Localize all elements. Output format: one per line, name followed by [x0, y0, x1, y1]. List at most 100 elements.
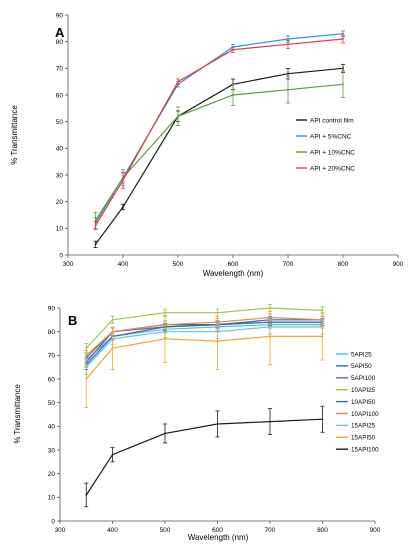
y-axis-title: % Transmittance [10, 105, 19, 165]
y-tick-label: 50 [56, 119, 64, 126]
series-line [94, 83, 344, 221]
data-point [164, 432, 166, 435]
data-point [287, 43, 289, 46]
legend-label: API + 20%CNC [310, 165, 355, 172]
legend-label: 15API50 [351, 435, 376, 442]
y-tick-label: 20 [56, 199, 64, 206]
legend-label: 5API25 [351, 351, 372, 358]
x-tick-label: 600 [212, 527, 223, 534]
panel-label: A [55, 25, 65, 40]
y-tick-label: 70 [48, 353, 56, 360]
data-point [342, 83, 344, 86]
panel-label: B [68, 313, 77, 328]
y-tick-label: 0 [59, 252, 63, 259]
series-line [85, 335, 323, 380]
data-point [122, 206, 124, 208]
data-point [177, 115, 179, 118]
y-tick-label: 10 [56, 226, 64, 233]
data-point [287, 72, 289, 75]
data-point [85, 378, 88, 380]
x-tick-label: 500 [173, 261, 184, 268]
series-5api50 [84, 315, 325, 368]
x-tick-label: 800 [338, 261, 349, 268]
legend-label: 15API100 [351, 447, 379, 454]
legend-label: 5API50 [351, 363, 372, 370]
series-line [85, 418, 323, 496]
data-point [216, 423, 219, 425]
chart-panel-a: 300 400 500 600 700 800 900 0 10 20 30 40 50 60 70 80 90… [10, 12, 404, 278]
series-15api100 [84, 405, 325, 508]
data-point [269, 420, 271, 423]
legend-label: API + 5%CNC [310, 133, 352, 140]
data-point [111, 347, 114, 350]
y-tick-label: 60 [56, 92, 64, 99]
series-10api25 [84, 304, 325, 354]
x-tick-label: 900 [370, 527, 381, 534]
chart-panel-b: 300 400 500 600 700 800 900 0 10 20 30 40 50 60 70 80 90… [13, 304, 381, 542]
y-tick-label: 10 [48, 495, 56, 502]
data-point [342, 67, 344, 70]
y-axis-title: % Transmittance [13, 384, 22, 444]
legend-label: API + 10%CNC [310, 149, 355, 156]
y-tick-label: 20 [48, 471, 56, 478]
data-point [287, 88, 289, 91]
series-10api50 [84, 318, 325, 370]
x-tick-label: 800 [317, 527, 328, 534]
y-tick-label: 70 [56, 66, 64, 73]
legend-label: API control film [310, 117, 354, 124]
data-point [287, 38, 289, 40]
y-tick-label: 60 [48, 376, 56, 383]
series-api-5-cnc [93, 30, 345, 229]
series-line [85, 316, 323, 356]
x-axis-title: Wavelength (nm) [188, 533, 249, 542]
series-line [85, 321, 323, 366]
data-point [122, 179, 124, 182]
data-point [321, 335, 324, 338]
series-line [94, 38, 344, 227]
x-tick-label: 400 [107, 527, 118, 534]
legend-label: 10API100 [351, 411, 379, 418]
data-point [321, 418, 324, 421]
data-point [232, 94, 234, 96]
series-5api25 [84, 320, 325, 366]
legend-label: 10API50 [351, 399, 376, 406]
data-point [85, 494, 88, 496]
data-point [342, 38, 344, 40]
data-point [342, 32, 344, 35]
y-tick-label: 30 [48, 447, 56, 454]
series-api-10-cnc [93, 70, 345, 229]
data-point [94, 224, 97, 227]
data-point [232, 48, 234, 51]
y-tick-label: 90 [48, 305, 56, 312]
data-point [111, 318, 114, 321]
y-tick-label: 90 [56, 12, 64, 19]
y-tick-label: 80 [48, 329, 56, 336]
data-point [269, 335, 271, 338]
x-tick-label: 700 [265, 527, 276, 534]
data-point [164, 311, 166, 314]
y-tick-label: 30 [56, 172, 64, 179]
legend-label: 10API25 [351, 387, 376, 394]
data-point [177, 80, 179, 83]
y-tick-label: 40 [48, 424, 56, 431]
data-point [94, 219, 97, 222]
data-point [85, 347, 88, 350]
legend-label: 5API100 [351, 375, 376, 382]
series-line [85, 326, 323, 368]
x-tick-label: 700 [283, 261, 294, 268]
y-tick-label: 40 [56, 146, 64, 153]
data-point [216, 340, 219, 343]
series-api-20-cnc [93, 34, 345, 231]
y-tick-label: 0 [51, 518, 55, 525]
x-tick-label: 900 [393, 261, 404, 268]
x-tick-label: 300 [55, 527, 66, 534]
x-tick-label: 300 [63, 261, 74, 268]
data-point [111, 453, 114, 456]
data-point [164, 337, 166, 340]
series-line [95, 67, 344, 245]
x-axis-title: Wavelength (nm) [203, 269, 264, 278]
legend-label: 15API25 [351, 423, 376, 430]
x-tick-label: 600 [228, 261, 239, 268]
x-tick-label: 500 [160, 527, 171, 534]
